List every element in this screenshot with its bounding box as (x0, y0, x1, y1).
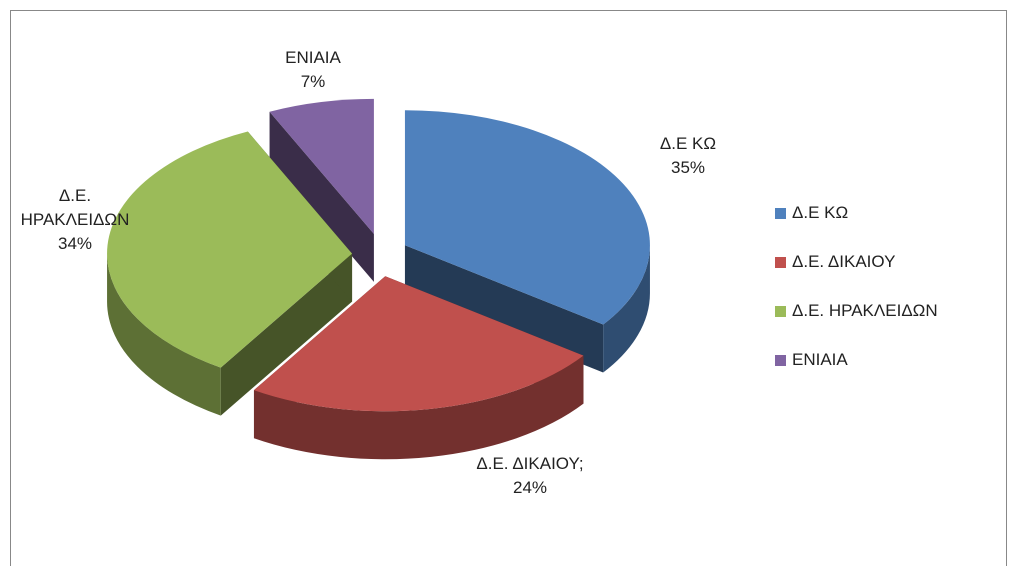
chart-border (10, 10, 1007, 566)
slice (269, 98, 374, 282)
legend-item: ΕΝΙΑΙΑ (775, 350, 848, 370)
slice-top (269, 98, 374, 234)
legend-label: Δ.Ε. ΗΡΑΚΛΕΙΔΩΝ (792, 301, 938, 320)
slice-top (253, 276, 584, 412)
legend-item: Δ.Ε. ΔΙΚΑΙΟΥ (775, 252, 895, 272)
data-label-value: 24% (512, 478, 548, 497)
slice (253, 276, 584, 460)
slice (404, 110, 650, 373)
legend-item: Δ.Ε ΚΩ (775, 203, 848, 223)
data-label-value: 7% (300, 72, 326, 91)
slice-radial-side (404, 245, 604, 373)
slice-top (107, 131, 353, 368)
slice-outer-side (253, 355, 584, 460)
legend-label: Δ.Ε ΚΩ (792, 203, 849, 222)
data-label: ΕΝΙΑΙΑ 7% (228, 46, 398, 94)
slice (107, 131, 353, 416)
data-label: Δ.Ε. ΔΙΚΑΙΟΥ; 24% (445, 452, 615, 500)
slice-outer-side (603, 245, 650, 373)
legend-item: Δ.Ε. ΗΡΑΚΛΕΙΔΩΝ (775, 301, 938, 321)
slice-radial-side (220, 253, 353, 416)
slice-radial-side (269, 111, 374, 282)
data-label-name: Δ.Ε. ΗΡΑΚΛΕΙΔΩΝ (20, 186, 130, 229)
legend-label: Δ.Ε. ΔΙΚΑΙΟΥ (792, 252, 896, 271)
data-label-value: 34% (57, 234, 93, 253)
data-label: Δ.Ε ΚΩ 35% (603, 132, 773, 180)
slice-outer-side (107, 253, 221, 416)
legend-swatch (775, 305, 786, 317)
legend-swatch (775, 256, 786, 268)
data-label-value: 35% (670, 158, 706, 177)
slice-top (404, 110, 650, 325)
data-label-name: Δ.Ε ΚΩ (659, 134, 717, 153)
legend-swatch (775, 354, 786, 366)
legend-swatch (775, 207, 786, 219)
data-label: Δ.Ε. ΗΡΑΚΛΕΙΔΩΝ 34% (5, 184, 145, 256)
data-label-name: ΕΝΙΑΙΑ (285, 48, 341, 67)
data-label-name: Δ.Ε. ΔΙΚΑΙΟΥ; (476, 454, 584, 473)
legend-label: ΕΝΙΑΙΑ (792, 350, 848, 369)
